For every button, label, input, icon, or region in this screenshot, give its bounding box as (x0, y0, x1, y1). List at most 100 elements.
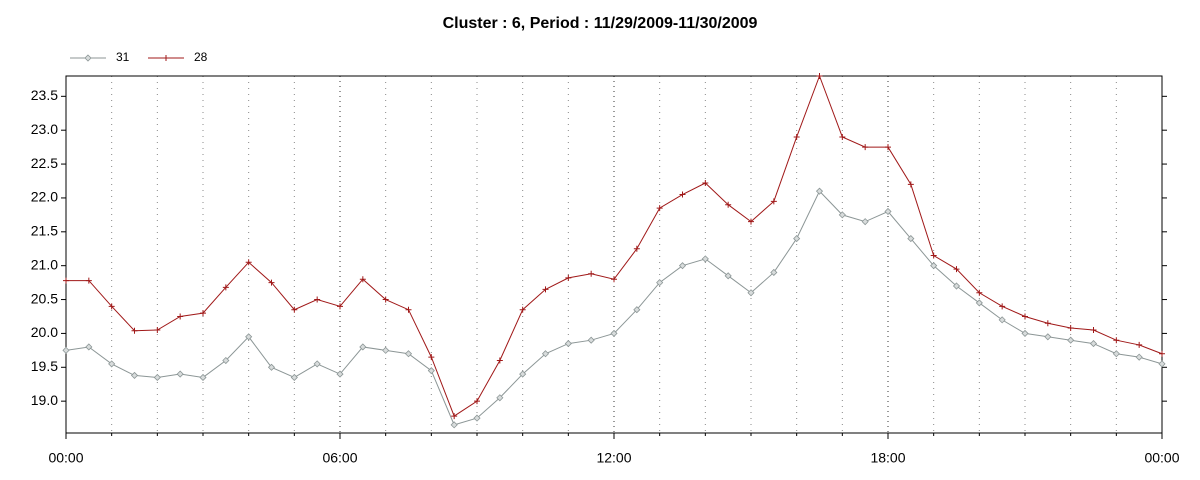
point (701, 255, 709, 263)
point (975, 299, 983, 307)
point (838, 211, 846, 219)
point (725, 201, 732, 208)
point (314, 296, 321, 303)
point (953, 266, 960, 273)
point (930, 252, 937, 259)
y-tick-label: 20.5 (31, 290, 58, 306)
point (245, 333, 253, 341)
point (770, 198, 777, 205)
point (610, 329, 618, 337)
point (793, 133, 800, 140)
point (474, 398, 480, 405)
chart-title: Cluster : 6, Period : 11/29/2009-11/30/2… (443, 15, 758, 32)
point (907, 181, 914, 188)
point (907, 235, 915, 243)
point (1044, 333, 1052, 341)
legend-label: 31 (116, 50, 130, 64)
point (1021, 329, 1029, 337)
point (200, 310, 206, 317)
y-tick-label: 23.0 (31, 121, 58, 137)
point (679, 191, 686, 198)
y-tick-label: 23.5 (31, 87, 58, 103)
plot-frame (65, 75, 1163, 434)
point (541, 350, 550, 358)
y-tick-label: 19.0 (31, 392, 58, 408)
point (930, 262, 938, 270)
point (793, 235, 801, 243)
point (337, 303, 343, 310)
point (952, 282, 961, 290)
point (1158, 360, 1166, 368)
point (450, 421, 458, 429)
point (678, 262, 687, 270)
point (998, 316, 1006, 324)
point (427, 367, 435, 375)
point (1112, 350, 1120, 358)
point (85, 277, 92, 284)
point (496, 394, 504, 402)
point (222, 284, 229, 291)
point (404, 350, 413, 358)
point (108, 360, 116, 368)
point (611, 276, 617, 283)
point (633, 306, 641, 314)
point (176, 370, 184, 378)
point (63, 277, 69, 284)
y-tick-label: 20.0 (31, 324, 58, 340)
point (588, 270, 595, 277)
point (496, 357, 503, 364)
point (405, 306, 412, 313)
point (656, 205, 663, 212)
legend-label: 28 (194, 50, 208, 64)
point (1090, 327, 1097, 334)
point (861, 218, 869, 226)
point (748, 218, 754, 225)
x-tick-label: 00:00 (1144, 450, 1179, 466)
point (177, 313, 184, 320)
x-tick-label: 18:00 (870, 450, 905, 466)
point (702, 180, 709, 187)
point (313, 360, 321, 368)
point (199, 373, 207, 382)
point (1022, 313, 1028, 320)
point (1113, 337, 1120, 344)
y-tick-label: 22.5 (31, 155, 58, 171)
point (564, 340, 572, 348)
point (884, 207, 892, 216)
point (473, 414, 481, 422)
point (108, 303, 115, 310)
x-tick-label: 00:00 (48, 450, 83, 466)
point (268, 279, 275, 286)
point (565, 274, 572, 281)
point (1044, 320, 1051, 327)
point (542, 286, 549, 293)
point (839, 133, 846, 140)
point (245, 259, 252, 266)
point (382, 296, 389, 303)
y-tick-label: 19.5 (31, 358, 58, 374)
point (359, 276, 366, 283)
point (724, 272, 732, 280)
point (999, 303, 1006, 310)
point (154, 327, 161, 334)
point (428, 354, 435, 361)
point (130, 371, 139, 379)
y-tick-label: 21.0 (31, 256, 58, 272)
point (85, 343, 93, 351)
point (1089, 340, 1098, 348)
point (131, 327, 138, 334)
point (382, 346, 390, 354)
point (885, 144, 891, 151)
point (153, 373, 161, 382)
point (1135, 353, 1143, 361)
point (451, 413, 458, 420)
x-tick-label: 12:00 (596, 450, 631, 466)
point (862, 144, 869, 151)
point (519, 370, 527, 378)
point (656, 279, 664, 287)
point (770, 268, 778, 277)
point (1067, 325, 1074, 331)
point (587, 336, 595, 344)
point (633, 245, 640, 252)
